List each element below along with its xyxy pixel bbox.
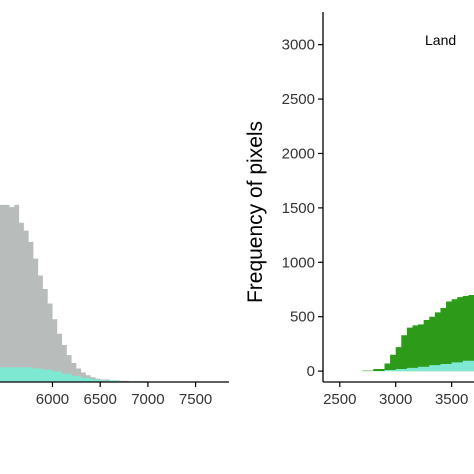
right-y-tick-label: 3000 xyxy=(282,37,315,54)
right-y-axis-title: Frequency of pixels xyxy=(244,121,267,303)
left-series-areas xyxy=(0,204,196,382)
right-y-tick-label: 0 xyxy=(307,363,315,380)
right-x-tick-label: 3000 xyxy=(379,391,412,408)
right-y-ticks: 0 500 1000 1500 2000 2500 3000 xyxy=(282,37,323,380)
right-histogram-panel: 2500 3000 3500 0 500 1000 1500 2000 2500 3000 Fr… xyxy=(244,12,474,408)
right-x-ticks: 2500 3000 3500 xyxy=(323,382,468,408)
right-y-tick-label: 2000 xyxy=(282,145,315,162)
land-annotation: Land xyxy=(425,32,456,48)
right-y-tick-label: 500 xyxy=(290,309,315,326)
right-y-tick-label: 2500 xyxy=(282,91,315,108)
left-x-tick-label: 6000 xyxy=(36,391,69,408)
right-x-tick-label: 2500 xyxy=(323,391,356,408)
right-x-tick-label: 3500 xyxy=(435,391,468,408)
left-x-ticks: 6000 6500 7000 7500 xyxy=(36,382,212,408)
right-y-tick-label: 1500 xyxy=(282,200,315,217)
left-x-tick-label: 7000 xyxy=(131,391,164,408)
left-histogram-panel: 6000 6500 7000 7500 xyxy=(0,204,229,408)
right-series-1-area xyxy=(350,359,474,372)
left-series-1-area xyxy=(0,367,196,382)
right-series-0-area xyxy=(350,293,474,372)
right-series-areas xyxy=(350,293,474,372)
left-series-0-area xyxy=(0,204,196,382)
left-x-tick-label: 6500 xyxy=(84,391,117,408)
left-x-tick-label: 7500 xyxy=(179,391,212,408)
right-y-tick-label: 1000 xyxy=(282,254,315,271)
